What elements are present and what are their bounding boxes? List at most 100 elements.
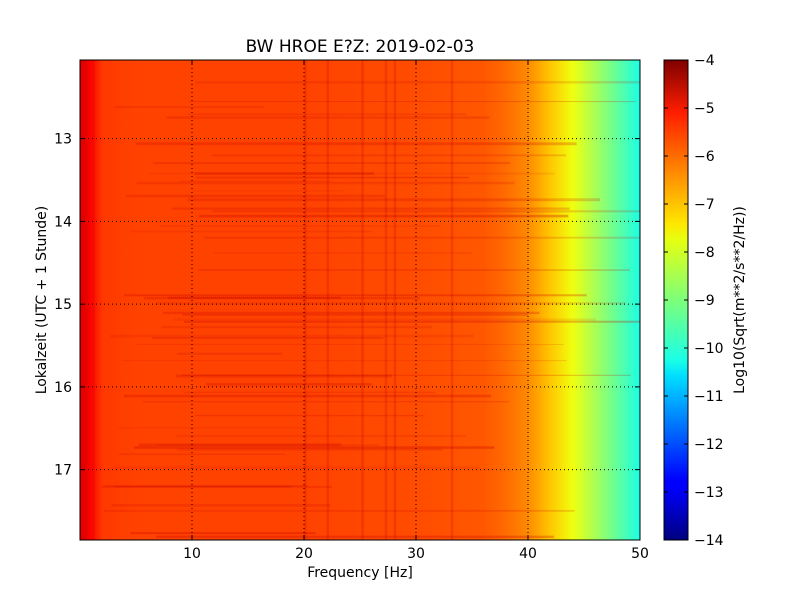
noise-band bbox=[196, 176, 469, 179]
noise-band bbox=[133, 446, 495, 449]
noise-band bbox=[118, 453, 285, 456]
noise-band bbox=[211, 210, 640, 213]
x-tick-label: 40 bbox=[519, 546, 537, 562]
noise-band bbox=[199, 214, 569, 218]
noise-band bbox=[192, 190, 345, 192]
noise-band bbox=[103, 509, 575, 512]
noise-band bbox=[180, 180, 331, 182]
chart-title: BW HROE E?Z: 2019-02-03 bbox=[246, 37, 475, 57]
noise-band bbox=[176, 434, 466, 438]
y-tick-label: 14 bbox=[54, 214, 72, 230]
noise-band bbox=[195, 80, 640, 84]
noise-band bbox=[211, 154, 567, 157]
colorbar-label: Log10(Sqrt(m**2/s**2/Hz)) bbox=[732, 206, 748, 394]
colorbar-tick-label: −4 bbox=[694, 53, 715, 69]
x-axis-label: Frequency [Hz] bbox=[307, 565, 413, 581]
colorbar-tick-label: −14 bbox=[694, 533, 724, 549]
noise-band bbox=[189, 101, 636, 103]
y-tick-label: 17 bbox=[54, 463, 72, 479]
y-axis-ticks: 13 14 15 16 17 bbox=[54, 132, 640, 479]
spectrogram-plot bbox=[80, 60, 640, 540]
noise-band bbox=[152, 336, 384, 339]
spectral-line bbox=[393, 60, 397, 540]
noise-band bbox=[156, 302, 626, 305]
noise-band bbox=[173, 318, 596, 321]
spectral-line bbox=[304, 60, 307, 540]
noise-band bbox=[118, 427, 305, 429]
noise-band bbox=[153, 162, 511, 164]
colorbar-tick-label: −8 bbox=[694, 245, 715, 261]
y-tick-label: 13 bbox=[54, 132, 72, 148]
noise-band bbox=[157, 444, 379, 446]
noise-band bbox=[149, 172, 555, 175]
spectral-line bbox=[326, 60, 330, 540]
x-tick-label: 50 bbox=[631, 546, 649, 562]
spectrogram-texture bbox=[92, 60, 640, 540]
noise-band bbox=[110, 334, 474, 338]
colorbar-tick-label: −9 bbox=[694, 293, 715, 309]
noise-band bbox=[111, 503, 331, 507]
noise-band bbox=[122, 360, 567, 362]
noise-band bbox=[187, 113, 467, 116]
noise-band bbox=[142, 400, 510, 403]
noise-band bbox=[156, 535, 554, 538]
colorbar-tick-label: −10 bbox=[694, 341, 724, 357]
noise-band bbox=[114, 485, 292, 488]
colorbar-tick-label: −7 bbox=[694, 197, 715, 213]
colorbar-tick-label: −11 bbox=[694, 389, 724, 405]
noise-band bbox=[194, 172, 374, 175]
noise-band bbox=[176, 448, 443, 451]
plot-frame bbox=[79, 59, 641, 541]
noise-band bbox=[195, 414, 424, 417]
noise-band bbox=[175, 374, 392, 378]
x-tick-label: 30 bbox=[407, 546, 425, 562]
noise-band bbox=[181, 374, 631, 377]
colorbar-tick-label: −13 bbox=[694, 485, 724, 501]
noise-band bbox=[161, 325, 432, 329]
x-tick-label: 20 bbox=[295, 546, 313, 562]
noise-band bbox=[105, 484, 308, 487]
spectral-line bbox=[450, 60, 454, 540]
spectral-line bbox=[384, 60, 388, 540]
noise-band bbox=[168, 296, 341, 299]
noise-band bbox=[113, 466, 480, 469]
noise-band bbox=[182, 313, 529, 317]
spectral-line bbox=[92, 60, 95, 540]
grid-lines bbox=[80, 60, 640, 540]
y-tick-label: 16 bbox=[54, 380, 72, 396]
spectrogram-area bbox=[80, 60, 640, 540]
noise-band bbox=[183, 391, 436, 394]
colorbar: −4 −5 −6 −7 −8 −9 −10 −11 −12 −13 −14 Log10(Sqrt(m… bbox=[663, 53, 748, 549]
noise-band bbox=[124, 294, 587, 297]
noise-band bbox=[138, 443, 342, 447]
noise-band bbox=[136, 181, 515, 185]
x-axis-ticks: 10 20 30 40 50 bbox=[183, 60, 649, 562]
colorbar-tick-label: −6 bbox=[694, 149, 715, 165]
y-tick-label: 15 bbox=[54, 297, 72, 313]
noise-band bbox=[213, 252, 473, 255]
noise-band bbox=[198, 269, 631, 271]
noise-band bbox=[123, 394, 492, 398]
colorbar-tick-label: −5 bbox=[694, 101, 715, 117]
noise-band bbox=[184, 320, 640, 323]
noise-band bbox=[176, 352, 283, 355]
noise-band bbox=[100, 485, 332, 489]
noise-band bbox=[205, 383, 372, 386]
noise-band bbox=[143, 296, 420, 300]
colorbar-tick-label: −12 bbox=[694, 437, 724, 453]
noise-band bbox=[114, 106, 265, 108]
x-tick-label: 10 bbox=[183, 546, 201, 562]
noise-band bbox=[171, 207, 570, 210]
noise-band bbox=[129, 230, 373, 233]
noise-band bbox=[163, 311, 540, 315]
spectral-line bbox=[361, 60, 364, 540]
noise-band bbox=[126, 194, 385, 198]
noise-band bbox=[159, 225, 442, 227]
noise-band bbox=[187, 198, 601, 202]
noise-band bbox=[136, 343, 564, 345]
y-axis-label: Lokalzeit (UTC + 1 Stunde) bbox=[34, 206, 50, 395]
noise-band bbox=[129, 532, 316, 535]
noise-band bbox=[135, 142, 577, 146]
noise-band bbox=[204, 236, 640, 239]
